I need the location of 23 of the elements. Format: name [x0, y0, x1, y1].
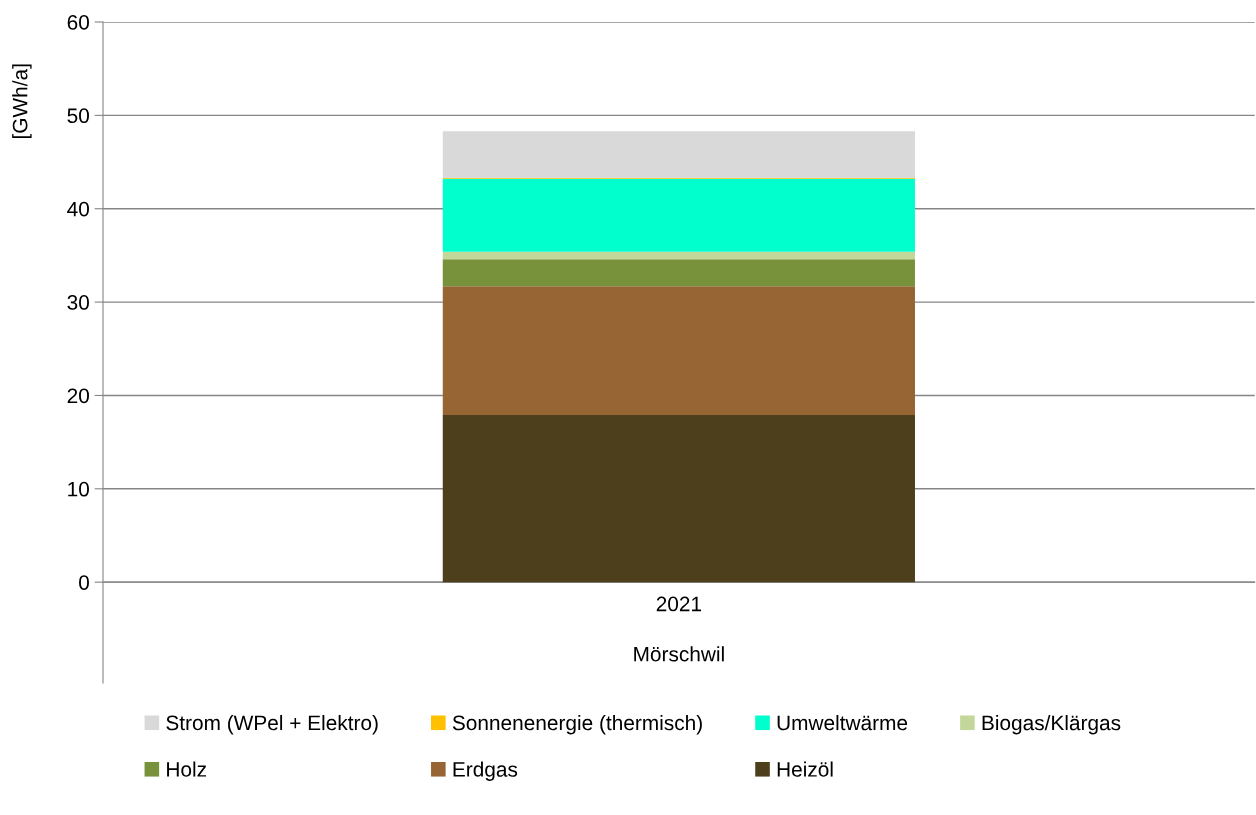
y-tick-label: 0 — [79, 575, 89, 590]
bar — [442, 286, 915, 416]
y-tick-label: 10 — [68, 481, 89, 497]
y-tick-label: 30 — [67, 295, 89, 310]
legend-label: Sonnenenergie (thermisch) — [452, 714, 702, 735]
bar — [442, 131, 915, 178]
x-tick-label: 2021 — [656, 596, 702, 612]
bar — [442, 415, 915, 583]
y-axis-title: [GWh/a] — [12, 64, 32, 139]
y-tick-label: 20 — [67, 388, 89, 404]
legend-label: Holz — [167, 761, 207, 777]
legend-label: Erdgas — [453, 761, 518, 781]
legend-label: Umweltwärme — [777, 714, 908, 731]
bar — [442, 178, 915, 252]
y-tick-label: 60 — [67, 15, 89, 30]
bar — [442, 259, 915, 287]
legend-label: Strom (WPel + Elektro) — [166, 714, 378, 735]
bar — [442, 251, 915, 260]
legend-label: Biogas/Klärgas — [982, 714, 1121, 735]
y-tick-label: 50 — [67, 108, 89, 124]
legend-label: Heizöl — [777, 761, 833, 777]
x-axis-title: Mörschwil — [634, 646, 724, 662]
y-tick-label: 40 — [67, 201, 89, 217]
